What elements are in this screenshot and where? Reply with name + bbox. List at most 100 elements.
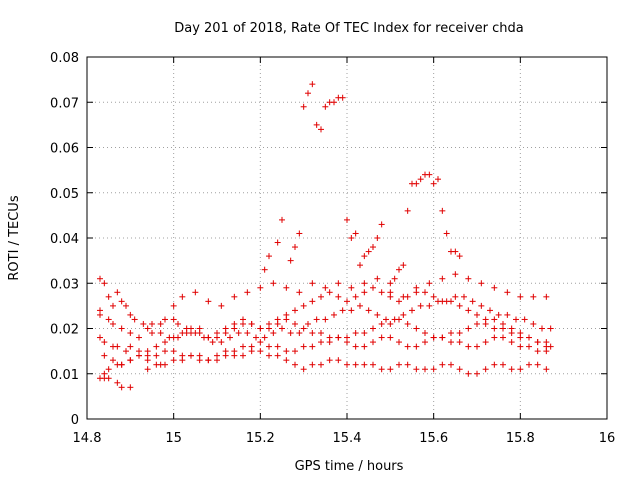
y-tick-labels: 0 0.01 0.02 0.03 0.04 0.05 0.06 0.07 0.08	[50, 51, 79, 428]
data-point	[387, 289, 394, 296]
data-point	[348, 235, 355, 241]
data-point	[413, 325, 420, 332]
data-point	[508, 366, 515, 373]
data-point	[456, 253, 463, 260]
data-point	[300, 302, 307, 309]
data-point	[101, 352, 108, 359]
data-point	[170, 302, 177, 309]
data-point	[170, 348, 177, 355]
data-point	[270, 280, 277, 287]
data-point	[430, 334, 437, 341]
data-point	[101, 280, 108, 287]
data-point	[266, 352, 272, 359]
data-point	[387, 320, 394, 327]
data-point	[413, 180, 420, 187]
data-point	[439, 275, 446, 282]
data-point	[114, 289, 121, 296]
data-point	[114, 343, 121, 350]
data-point	[370, 244, 376, 251]
data-point	[188, 352, 194, 359]
data-point	[179, 330, 186, 337]
data-point	[357, 302, 363, 309]
data-point	[461, 293, 467, 300]
data-point	[101, 339, 108, 346]
data-point	[474, 311, 480, 318]
data-point	[266, 253, 272, 260]
data-point	[222, 352, 229, 359]
data-point	[374, 275, 381, 282]
data-point	[422, 366, 428, 373]
data-point	[361, 280, 368, 287]
data-point	[439, 298, 446, 305]
data-point	[404, 361, 411, 368]
data-point	[448, 330, 454, 337]
data-point	[331, 311, 337, 318]
data-point	[205, 357, 212, 364]
data-point	[105, 293, 112, 300]
data-point	[339, 94, 346, 101]
data-point	[127, 343, 134, 350]
data-point	[370, 284, 376, 291]
data-point	[157, 361, 164, 368]
data-point	[491, 334, 498, 341]
data-point	[287, 330, 294, 337]
data-point	[439, 207, 446, 214]
data-point	[534, 339, 541, 346]
data-point	[465, 343, 472, 350]
data-point	[266, 343, 272, 350]
data-point	[136, 334, 142, 341]
data-point	[127, 330, 134, 337]
data-point	[474, 343, 480, 350]
data-point	[283, 284, 290, 291]
data-point	[97, 275, 103, 282]
data-point	[344, 216, 350, 223]
data-point	[309, 81, 316, 88]
data-point	[318, 339, 324, 346]
data-point	[465, 307, 472, 314]
data-point	[157, 330, 164, 337]
data-point	[465, 325, 472, 332]
data-point	[326, 289, 333, 296]
data-point	[110, 302, 116, 309]
data-point	[443, 230, 450, 237]
data-point	[491, 361, 498, 368]
data-point	[144, 325, 151, 332]
data-point	[370, 325, 376, 332]
data-point	[222, 325, 229, 332]
data-point	[430, 293, 437, 300]
data-point	[417, 176, 424, 183]
y-tick-label: 0.03	[50, 277, 79, 292]
data-point	[140, 320, 147, 327]
data-point	[162, 339, 168, 346]
data-point	[482, 366, 489, 373]
data-point	[188, 325, 194, 332]
data-point	[422, 289, 428, 296]
data-point	[335, 334, 342, 341]
data-point	[404, 343, 411, 350]
data-point	[396, 339, 402, 346]
data-point	[209, 339, 216, 346]
data-point	[361, 289, 368, 296]
data-point	[136, 352, 142, 359]
data-point	[426, 302, 433, 309]
data-point	[543, 293, 550, 300]
data-point	[517, 343, 524, 350]
data-point	[452, 293, 459, 300]
data-point	[491, 316, 498, 323]
data-point	[352, 330, 359, 337]
data-point	[205, 298, 212, 305]
data-point	[214, 330, 220, 337]
data-point	[287, 257, 294, 264]
data-point	[456, 302, 463, 309]
data-point	[274, 316, 281, 323]
data-point	[179, 293, 186, 300]
y-tick-label: 0.01	[50, 368, 79, 383]
data-point	[274, 343, 281, 350]
data-point	[279, 325, 285, 332]
data-point	[348, 307, 355, 314]
data-point	[478, 302, 485, 309]
data-point	[491, 325, 498, 332]
data-point	[257, 348, 264, 355]
